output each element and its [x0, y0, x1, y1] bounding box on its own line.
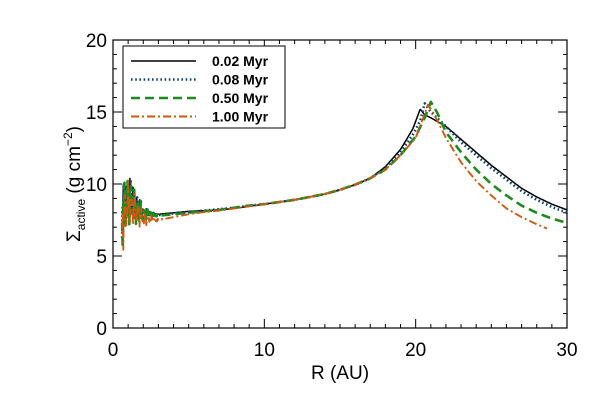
series-line — [121, 103, 548, 251]
legend: 0.02 Myr 0.08 Myr 0.50 Myr 1.00 Myr — [122, 45, 286, 129]
x-tick-label: 30 — [556, 340, 577, 361]
legend-items: 0.02 Myr 0.08 Myr 0.50 Myr 1.00 Myr — [131, 53, 269, 125]
axis-ticks — [112, 39, 568, 329]
legend-label: 0.50 Myr — [212, 90, 269, 106]
legend-label: 1.00 Myr — [212, 109, 269, 125]
legend-label: 0.02 Myr — [212, 53, 269, 69]
y-axis-unit: (g cm — [64, 146, 85, 199]
series-lines — [120, 100, 568, 251]
y-axis-subscript: active — [74, 199, 88, 231]
x-tick-label: 0 — [108, 340, 119, 361]
y-axis-title: Σactive (g cm−2) — [61, 126, 88, 242]
y-axis-unit-exponent: −2 — [61, 132, 75, 146]
y-tick-label: 10 — [86, 175, 107, 196]
x-tick-label: 20 — [405, 340, 426, 361]
y-tick-label: 15 — [86, 103, 107, 124]
legend-label: 0.08 Myr — [212, 72, 269, 88]
tick-labels: 0 10 20 30 0 5 10 15 20 — [86, 31, 578, 361]
y-tick-label: 0 — [96, 319, 107, 340]
y-axis-symbol: Σ — [64, 230, 85, 242]
x-tick-label: 10 — [254, 340, 275, 361]
y-tick-label: 20 — [86, 31, 107, 52]
legend-box — [122, 45, 286, 129]
y-axis-unit-close: ) — [64, 126, 85, 132]
x-axis-title: R (AU) — [311, 363, 369, 384]
y-tick-label: 5 — [96, 247, 107, 268]
